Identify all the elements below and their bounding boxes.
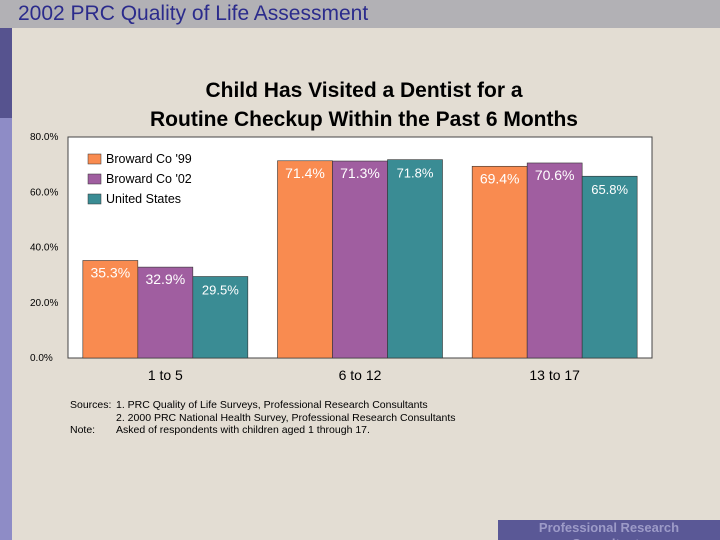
data-label: 32.9% — [145, 271, 185, 287]
bar — [581, 175, 638, 359]
chart-title-line2: Routine Checkup Within the Past 6 Months — [150, 108, 578, 131]
data-label: 35.3% — [90, 264, 130, 280]
legend-label: Broward Co '99 — [106, 152, 192, 166]
chart-title-line1: Child Has Visited a Dentist for a — [205, 79, 523, 102]
sources-label: Sources: — [70, 399, 112, 411]
legend-swatch — [87, 193, 102, 205]
y-tick-label: 40.0% — [30, 243, 58, 254]
chart-title: Child Has Visited a Dentist for a Routin… — [100, 76, 628, 134]
data-label: 71.8% — [397, 166, 434, 181]
footer-box: Professional Research Consultants — [498, 520, 720, 540]
bar — [82, 260, 139, 359]
data-label: 70.6% — [535, 167, 575, 183]
bar — [137, 266, 194, 359]
legend-swatch — [87, 173, 102, 185]
legend-label: Broward Co '02 — [106, 172, 192, 186]
page-title: 2002 PRC Quality of Life Assessment — [18, 2, 369, 25]
bar — [192, 276, 249, 359]
left-accent-strip — [0, 28, 12, 540]
y-tick-label: 0.0% — [30, 353, 53, 364]
source-2: 2. 2000 PRC National Health Survey, Prof… — [116, 411, 456, 424]
footer-text: Professional Research Consultants — [538, 520, 680, 540]
note-text: Asked of respondents with children aged … — [116, 424, 370, 436]
legend-swatch — [87, 153, 102, 165]
header-bar — [0, 0, 720, 28]
left-accent-strip-dark — [0, 28, 12, 118]
data-label: 71.3% — [340, 165, 380, 181]
legend-label: United States — [106, 192, 181, 206]
y-tick-label: 80.0% — [30, 132, 58, 143]
data-label: 71.4% — [285, 165, 325, 181]
data-label: 65.8% — [591, 182, 628, 197]
y-tick-label: 60.0% — [30, 187, 58, 198]
category-label: 13 to 17 — [529, 367, 580, 383]
y-tick-label: 20.0% — [30, 298, 58, 309]
source-1: 1. PRC Quality of Life Surveys, Professi… — [116, 399, 428, 411]
note-label: Note: — [70, 424, 96, 436]
bar — [526, 162, 583, 359]
category-label: 1 to 5 — [148, 367, 183, 383]
category-label: 6 to 12 — [339, 367, 382, 383]
data-label: 69.4% — [480, 170, 520, 186]
bar — [277, 160, 333, 359]
chart-notes: Sources: 1. PRC Quality of Life Surveys, … — [70, 399, 455, 437]
bar — [471, 165, 528, 359]
bar — [387, 159, 443, 359]
data-label: 29.5% — [202, 283, 239, 298]
bar — [332, 160, 388, 359]
